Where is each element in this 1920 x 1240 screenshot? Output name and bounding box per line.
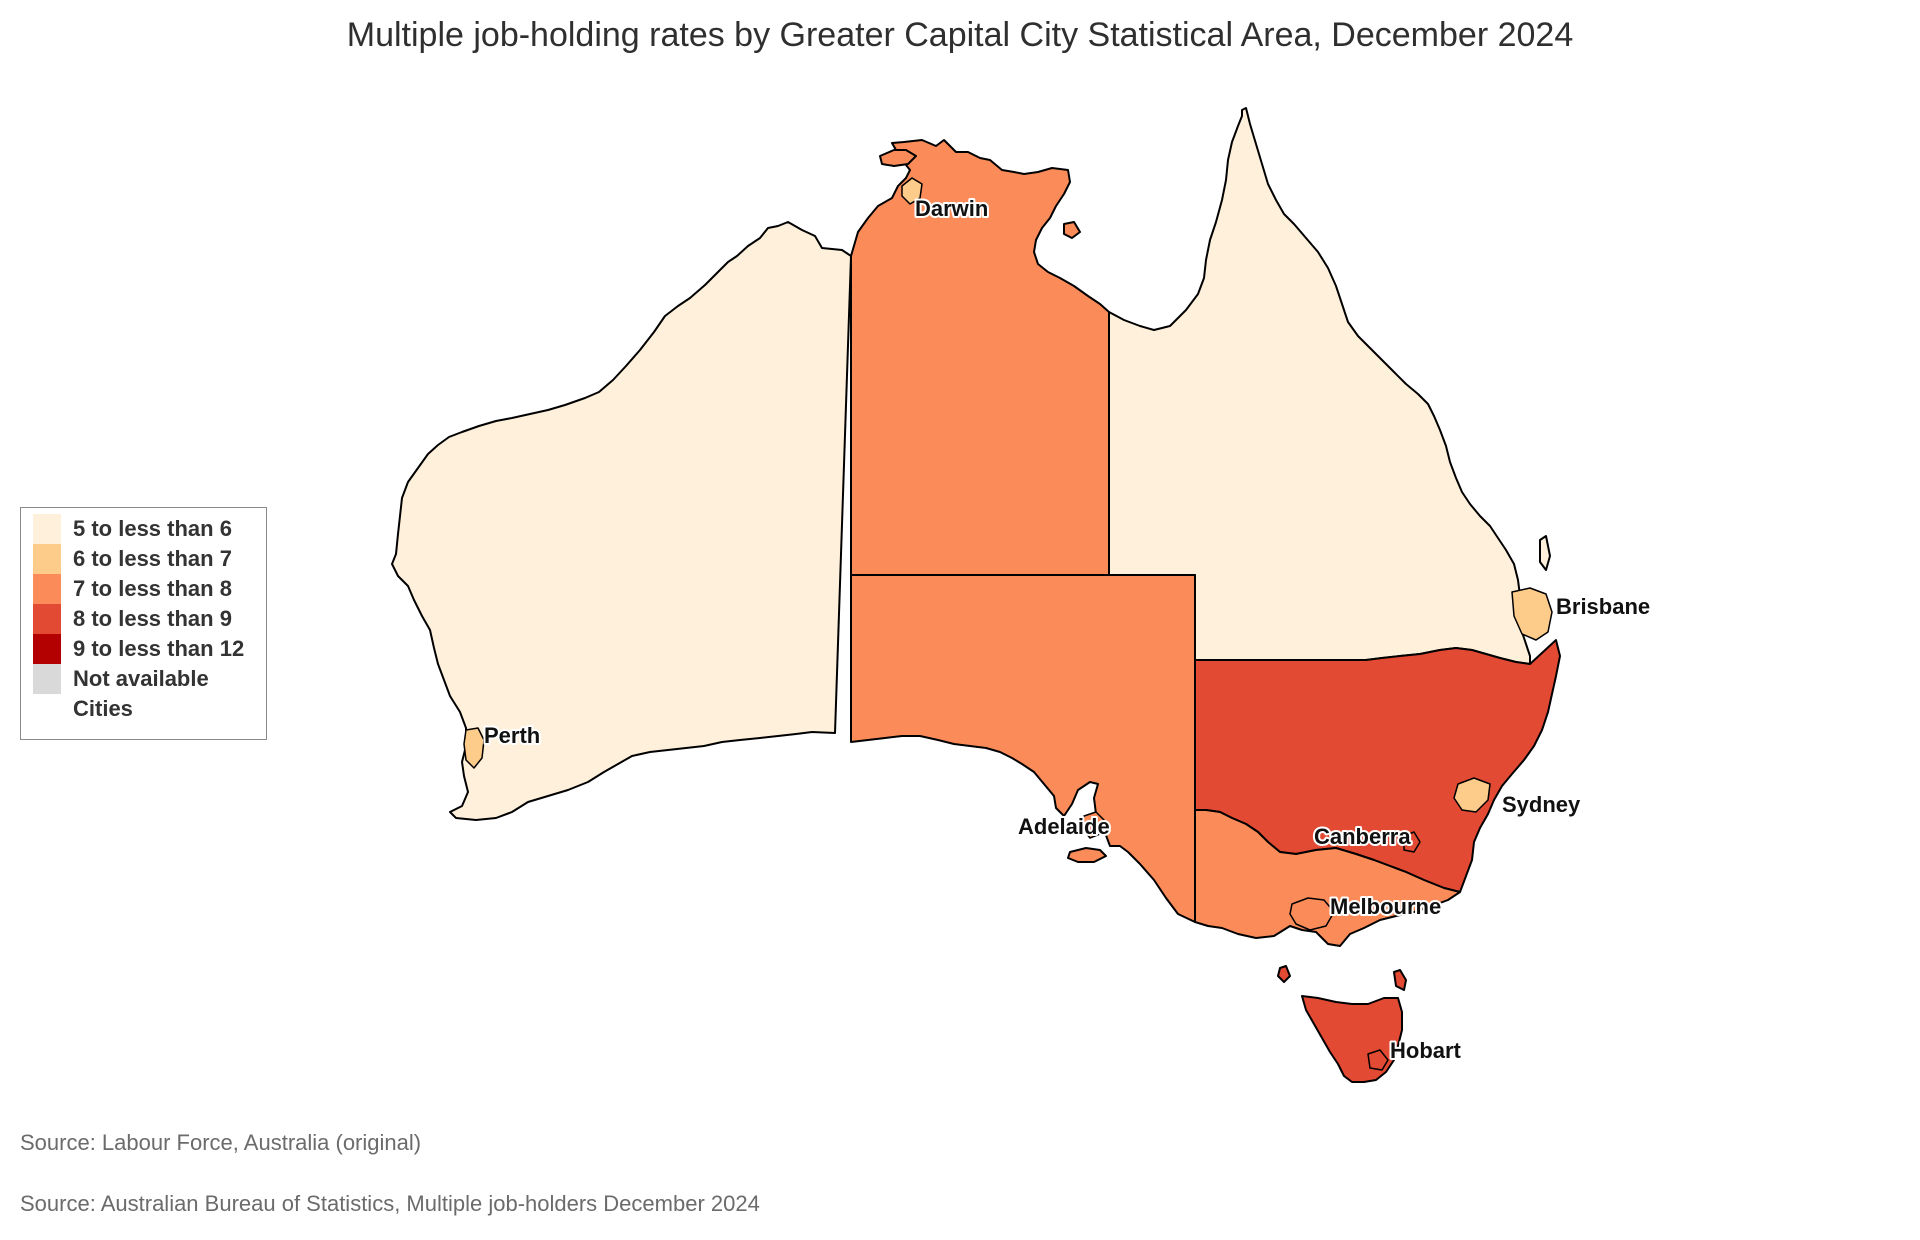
city-patch-sydney[interactable]: [1453, 777, 1491, 813]
island-king: [1277, 965, 1291, 983]
city-label-hobart: Hobart: [1390, 1038, 1462, 1063]
city-label-melbourne: Melbourne: [1330, 894, 1441, 919]
legend-item[interactable]: 7 to less than 8: [33, 574, 263, 604]
legend-item[interactable]: Cities: [33, 694, 263, 724]
legend-label: Cities: [73, 696, 133, 721]
source-note: Source: Labour Force, Australia (origina…: [20, 1130, 422, 1155]
legend-label: 6 to less than 7: [73, 546, 232, 571]
island-flinders: [1393, 969, 1407, 991]
legend-item[interactable]: 8 to less than 9: [33, 604, 263, 634]
legend-swatch: [33, 604, 61, 634]
island-kangaroo: [1067, 847, 1107, 863]
legend-label: 8 to less than 9: [73, 606, 232, 631]
city-patch-melbourne[interactable]: [1289, 897, 1335, 931]
legend-swatch: [33, 544, 61, 574]
legend-item[interactable]: 5 to less than 6: [33, 514, 263, 544]
state-tasmania[interactable]: [1301, 995, 1403, 1083]
legend-swatch: [33, 514, 61, 544]
city-patch-perth[interactable]: [463, 727, 485, 769]
legend-swatch: [33, 664, 61, 694]
city-patch-canberra[interactable]: [1403, 831, 1421, 853]
state-south-australia[interactable]: [850, 574, 1196, 923]
island-fraser: [1539, 535, 1551, 571]
island-melville: [879, 149, 917, 167]
city-label-sydney: Sydney: [1502, 792, 1581, 817]
legend: 5 to less than 6 6 to less than 7 7 to l…: [20, 507, 267, 740]
state-victoria[interactable]: [1194, 809, 1461, 947]
legend-item[interactable]: 6 to less than 7: [33, 544, 263, 574]
legend-item[interactable]: 9 to less than 12: [33, 634, 263, 664]
city-patch-adelaide[interactable]: [1081, 811, 1105, 839]
legend-label: 9 to less than 12: [73, 636, 245, 661]
city-patch-brisbane[interactable]: [1511, 587, 1553, 641]
island-groote: [1063, 221, 1081, 239]
legend-swatch: [33, 574, 61, 604]
city-patch-hobart[interactable]: [1367, 1049, 1389, 1071]
state-northern-territory[interactable]: [850, 139, 1110, 576]
city-patch-darwin[interactable]: [901, 177, 923, 205]
city-label-adelaide: Adelaide: [1018, 814, 1110, 839]
state-western-australia[interactable]: [391, 221, 852, 821]
legend-item[interactable]: Not available: [33, 664, 263, 694]
legend-label: Not available: [73, 666, 209, 691]
chart-title: Multiple job-holding rates by Greater Ca…: [346, 16, 1574, 54]
city-label-canberra: Canberra: [1314, 824, 1411, 849]
city-label-brisbane: Brisbane: [1556, 594, 1650, 619]
city-label-perth: Perth: [484, 723, 540, 748]
legend-swatch: [33, 634, 61, 664]
source-note: Source: Australian Bureau of Statistics,…: [20, 1191, 760, 1216]
city-label-darwin: Darwin: [915, 196, 988, 221]
legend-label: 7 to less than 8: [73, 576, 232, 601]
legend-label: 5 to less than 6: [73, 516, 232, 541]
